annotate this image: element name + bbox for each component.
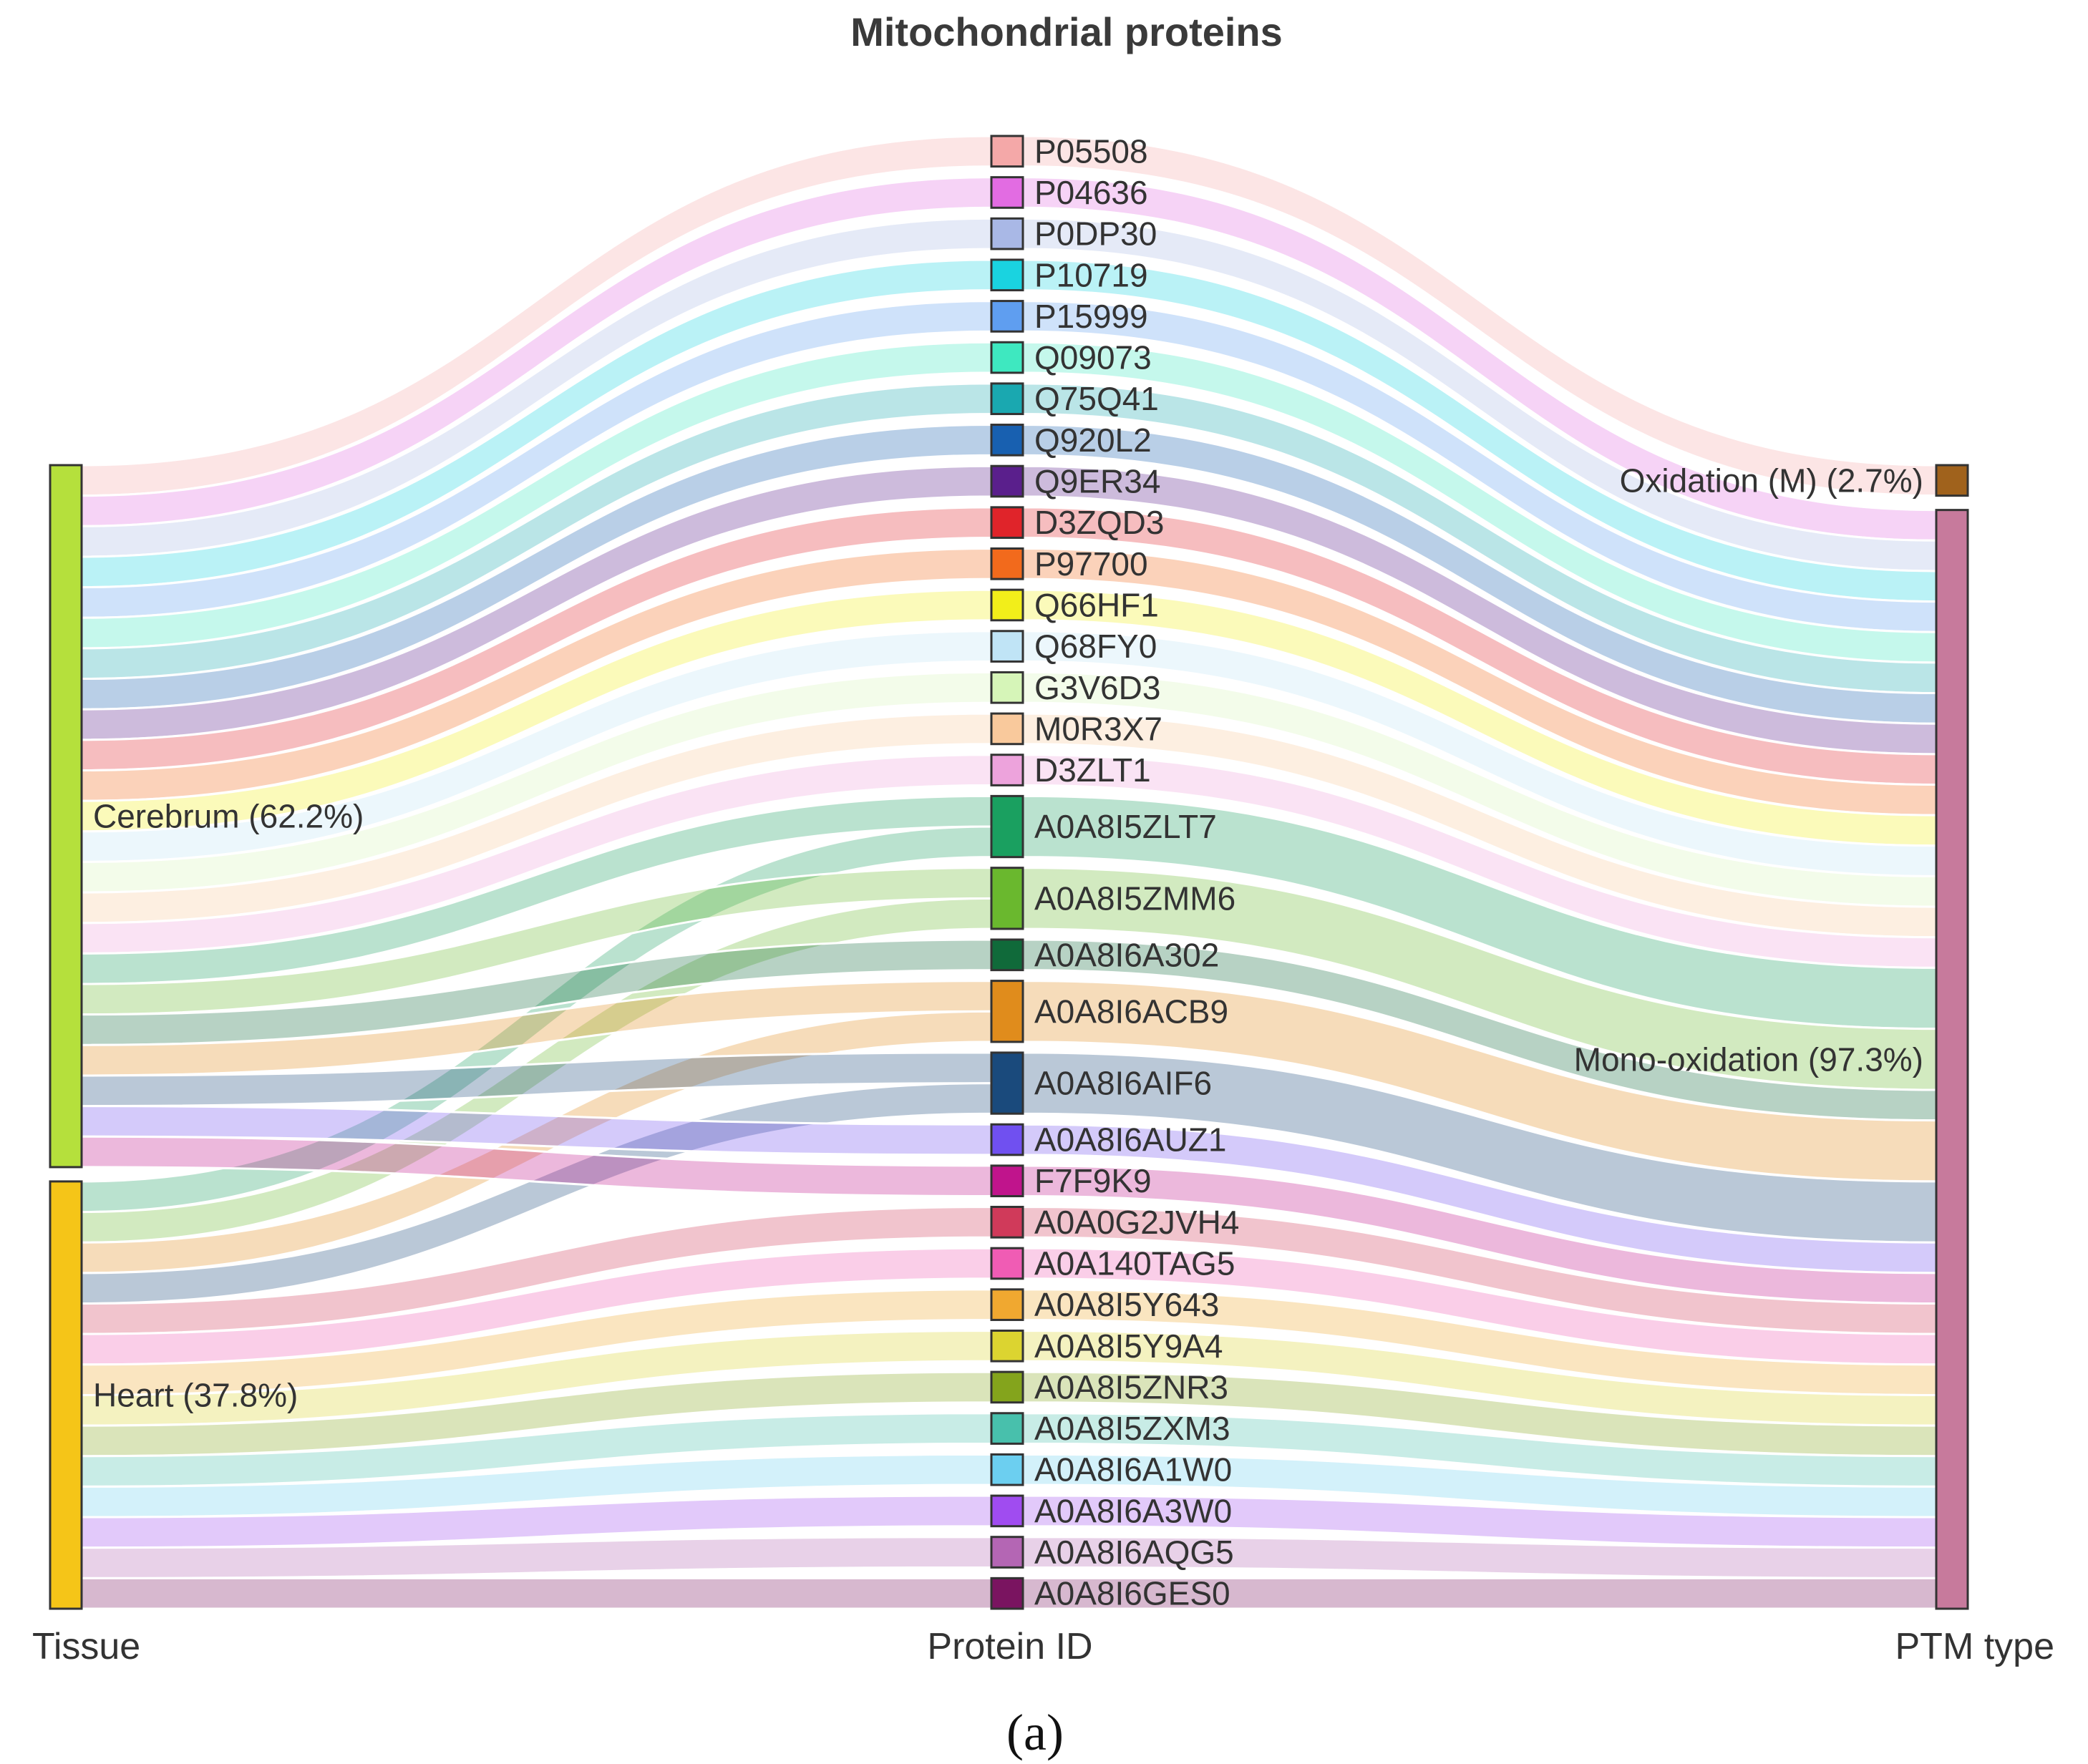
label-protein-a0a8i5zxm3: A0A8I5ZXM3 [1034,1410,1230,1447]
label-protein-q68fy0: Q68FY0 [1034,628,1157,665]
node-protein-a0a8i5y9a4[interactable] [990,1329,1024,1363]
node-protein-a0a8i5zmm6[interactable] [990,867,1024,930]
node-protein-a0a8i6a302[interactable] [990,938,1024,972]
node-protein-a0a0g2jvh4[interactable] [990,1206,1024,1239]
label-protein-a0a8i5zmm6: A0A8I5ZMM6 [1034,879,1235,917]
label-protein-a0a8i5zlt7: A0A8I5ZLT7 [1034,808,1217,845]
label-protein-a0a140tag5: A0A140TAG5 [1034,1244,1235,1282]
node-tissue-heart[interactable] [49,1180,83,1610]
label-protein-a0a8i5y9a4: A0A8I5Y9A4 [1034,1327,1223,1365]
label-protein-a0a8i5y643: A0A8I5Y643 [1034,1286,1219,1323]
label-protein-p05508: P05508 [1034,132,1148,170]
label-protein-f7f9k9: F7F9K9 [1034,1162,1152,1199]
node-protein-m0r3x7[interactable] [990,712,1024,746]
label-tissue-cerebrum: Cerebrum (62.2%) [93,797,364,834]
chart-title: Mitochondrial proteins [850,9,1283,54]
node-protein-q9er34[interactable] [990,464,1024,498]
label-protein-a0a8i6a302: A0A8I6A302 [1034,936,1219,973]
flow-links [80,135,1938,1610]
node-protein-q920l2[interactable] [990,424,1024,457]
label-protein-a0a8i6a1w0: A0A8I6A1W0 [1034,1451,1232,1488]
node-protein-a0a8i6a1w0[interactable] [990,1453,1024,1486]
node-protein-d3zlt1[interactable] [990,754,1024,786]
label-protein-a0a8i6aqg5: A0A8I6AQG5 [1034,1534,1234,1571]
label-protein-a0a8i6acb9: A0A8I6ACB9 [1034,993,1228,1030]
label-ptm-oxidation-m: Oxidation (M) (2.7%) [1620,462,1923,499]
link-heart-a0a8i6ges0 [80,1577,993,1610]
node-protein-a0a8i5znr3[interactable] [990,1370,1024,1404]
label-protein-q75q41: Q75Q41 [1034,380,1159,417]
label-protein-g3v6d3: G3V6D3 [1034,669,1160,706]
label-protein-p0dp30: P0DP30 [1034,215,1157,253]
node-protein-a0a8i6auz1[interactable] [990,1123,1024,1156]
node-protein-q68fy0[interactable] [990,630,1024,663]
node-protein-a0a8i6a3w0[interactable] [990,1494,1024,1528]
label-protein-p04636: P04636 [1034,174,1148,211]
node-protein-d3zqd3[interactable] [990,506,1024,539]
node-protein-a0a8i6acb9[interactable] [990,980,1024,1043]
node-protein-a0a140tag5[interactable] [990,1247,1024,1280]
node-protein-p04636[interactable] [990,176,1024,209]
node-protein-a0a8i6aif6[interactable] [990,1051,1024,1115]
node-protein-p0dp30[interactable] [990,217,1024,250]
node-protein-f7f9k9[interactable] [990,1164,1024,1198]
node-ptm-oxidation-m[interactable] [1935,464,1969,497]
figure-caption: (a) [1006,1704,1064,1761]
node-protein-a0a8i5zxm3[interactable] [990,1412,1024,1445]
label-tissue-heart: Heart (37.8%) [93,1376,298,1413]
node-protein-q75q41[interactable] [990,382,1024,416]
label-ptm-mono-oxidation: Mono-oxidation (97.3%) [1574,1041,1923,1078]
node-protein-q09073[interactable] [990,341,1024,374]
node-protein-q66hf1[interactable] [990,588,1024,622]
label-protein-d3zlt1: D3ZLT1 [1034,751,1151,789]
label-protein-p10719: P10719 [1034,256,1148,293]
label-protein-q920l2: Q920L2 [1034,421,1152,459]
label-protein-a0a0g2jvh4: A0A0G2JVH4 [1034,1204,1239,1241]
label-protein-a0a8i6ges0: A0A8I6GES0 [1034,1575,1230,1612]
column-label-ptm-type: PTM type [1895,1626,2055,1667]
node-protein-p15999[interactable] [990,300,1024,333]
label-protein-q66hf1: Q66HF1 [1034,586,1159,623]
label-protein-a0a8i6auz1: A0A8I6AUZ1 [1034,1121,1226,1159]
label-protein-m0r3x7: M0R3X7 [1034,710,1162,747]
label-protein-a0a8i5znr3: A0A8I5ZNR3 [1034,1368,1228,1405]
label-protein-q09073: Q09073 [1034,339,1152,376]
node-protein-a0a8i6aqg5[interactable] [990,1536,1024,1569]
node-protein-a0a8i5y643[interactable] [990,1288,1024,1321]
node-protein-g3v6d3[interactable] [990,671,1024,704]
nodes: Cerebrum (62.2%) Heart (37.8%) P05508 P0463… [49,132,1969,1612]
node-protein-a0a8i6ges0[interactable] [990,1577,1024,1610]
node-ptm-mono-oxidation[interactable] [1935,509,1969,1610]
column-label-tissue: Tissue [32,1626,140,1667]
label-protein-p15999: P15999 [1034,298,1148,335]
label-protein-a0a8i6aif6: A0A8I6AIF6 [1034,1065,1212,1102]
node-protein-p10719[interactable] [990,258,1024,292]
label-protein-p97700: P97700 [1034,545,1148,583]
label-protein-a0a8i6a3w0: A0A8I6A3W0 [1034,1492,1232,1529]
label-protein-d3zqd3: D3ZQD3 [1034,504,1164,541]
node-protein-p05508[interactable] [990,135,1024,168]
label-protein-q9er34: Q9ER34 [1034,463,1160,500]
node-protein-p97700[interactable] [990,547,1024,580]
node-tissue-cerebrum[interactable] [49,464,83,1169]
column-label-protein-id: Protein ID [927,1626,1092,1667]
node-protein-a0a8i5zlt7[interactable] [990,794,1024,859]
